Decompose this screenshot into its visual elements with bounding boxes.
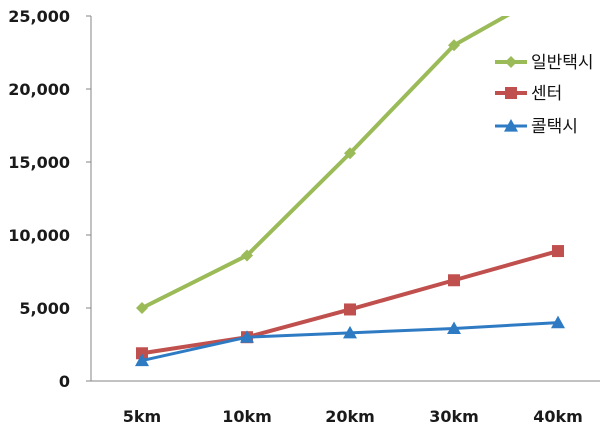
data-point: [552, 245, 564, 258]
legend-label: 일반택시: [531, 53, 594, 73]
legend-item: 센터: [495, 84, 562, 104]
legend-marker: [504, 119, 518, 132]
series-2: [136, 245, 564, 360]
legend-label: 콜택시: [531, 117, 578, 137]
y-tick-label: 5,000: [19, 299, 70, 318]
data-point: [447, 321, 461, 335]
y-tick-label: 25,000: [8, 7, 70, 26]
y-tick-label: 15,000: [8, 153, 70, 172]
x-tick-label: 40km: [533, 407, 583, 426]
y-tick-label: 10,000: [8, 226, 70, 245]
legend-item: 일반택시: [495, 53, 594, 73]
legend-item: 콜택시: [495, 117, 578, 137]
data-point: [551, 315, 565, 329]
data-point: [344, 147, 356, 160]
data-point: [240, 330, 254, 343]
y-tick-label: 20,000: [8, 80, 70, 99]
data-point: [136, 302, 148, 314]
data-point: [448, 274, 460, 287]
data-point: [136, 347, 148, 360]
data-point: [344, 303, 356, 316]
data-point: [448, 39, 460, 52]
x-tick-label: 10km: [222, 407, 272, 426]
y-tick-label: 0: [59, 372, 70, 391]
axes: [90, 16, 600, 382]
series-1: [136, 16, 511, 314]
series-group: [135, 16, 565, 367]
legend-marker: [505, 56, 517, 68]
data-point: [241, 249, 253, 262]
x-tick-label: 5km: [123, 407, 161, 426]
x-tick-label: 30km: [429, 407, 479, 426]
x-tick-label: 20km: [325, 407, 375, 426]
x-axis-ticks: 5km 10km 20km 30km 40km: [123, 407, 583, 426]
y-axis-ticks: 0 5,000 10,000 15,000 20,000 25,000: [8, 7, 91, 391]
legend-label: 센터: [531, 84, 562, 104]
data-point: [135, 353, 149, 367]
legend-marker: [505, 87, 517, 99]
series-3: [135, 315, 565, 367]
data-point: [343, 325, 357, 339]
